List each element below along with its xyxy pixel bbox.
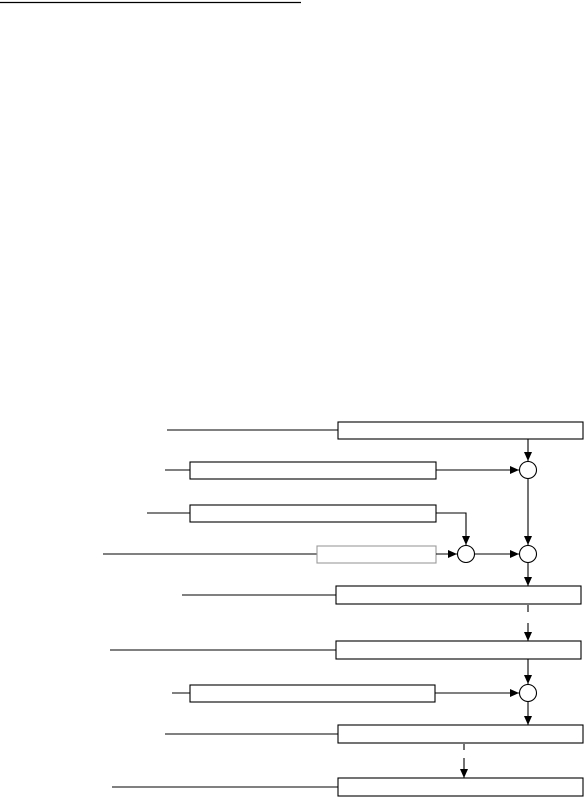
junction-1 [518,460,538,480]
block-1 [337,421,584,440]
junction-4 [518,683,538,703]
arrow-block3-to-junction2 [436,512,470,545]
connectors [435,439,532,778]
junction-3 [518,544,538,564]
process-blocks [189,421,584,797]
junction-2 [456,544,476,564]
block-8 [337,724,584,744]
block-4 [316,545,437,564]
block-6 [335,640,582,660]
block-3 [189,504,437,523]
block-9 [337,777,584,797]
block-5 [335,585,582,605]
junctions [456,460,538,703]
block-7 [189,684,436,703]
input-leaders [103,429,338,788]
block-2 [189,461,437,480]
